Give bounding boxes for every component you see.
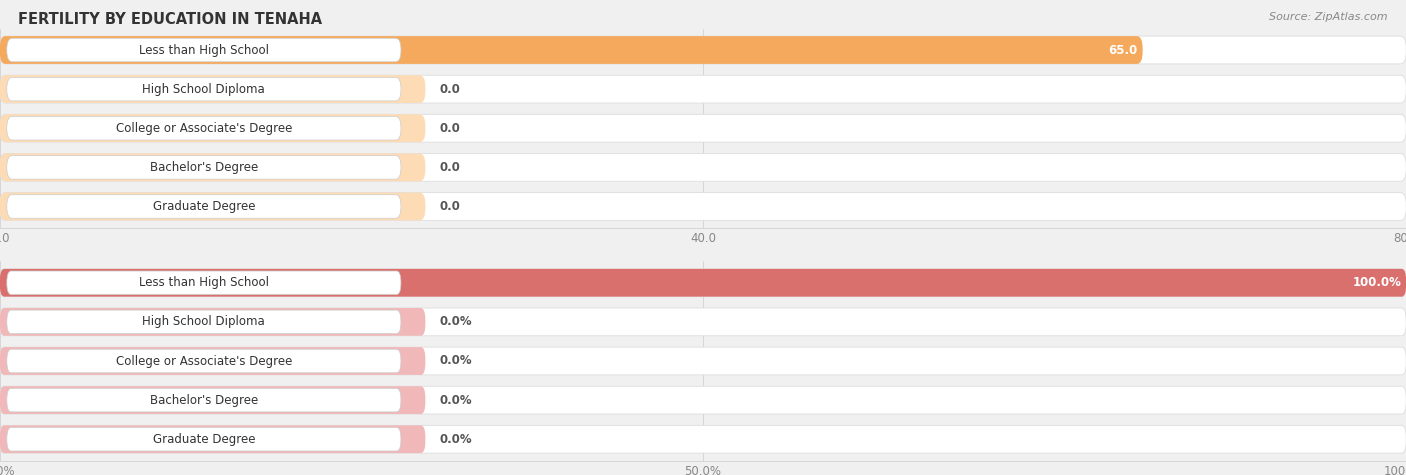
FancyBboxPatch shape xyxy=(0,75,1406,103)
FancyBboxPatch shape xyxy=(0,269,1406,297)
Text: College or Associate's Degree: College or Associate's Degree xyxy=(115,122,292,135)
FancyBboxPatch shape xyxy=(7,156,401,179)
FancyBboxPatch shape xyxy=(0,75,426,103)
FancyBboxPatch shape xyxy=(0,308,1406,336)
FancyBboxPatch shape xyxy=(0,386,426,414)
FancyBboxPatch shape xyxy=(7,310,401,333)
FancyBboxPatch shape xyxy=(0,153,426,181)
Text: Less than High School: Less than High School xyxy=(139,276,269,289)
Text: Bachelor's Degree: Bachelor's Degree xyxy=(150,394,257,407)
FancyBboxPatch shape xyxy=(0,36,1406,64)
Text: 65.0: 65.0 xyxy=(1108,44,1137,57)
FancyBboxPatch shape xyxy=(0,114,426,142)
Text: High School Diploma: High School Diploma xyxy=(142,83,266,95)
Text: 0.0%: 0.0% xyxy=(439,315,472,328)
FancyBboxPatch shape xyxy=(0,192,426,220)
Text: 100.0%: 100.0% xyxy=(1353,276,1402,289)
FancyBboxPatch shape xyxy=(0,192,1406,220)
Text: 0.0: 0.0 xyxy=(439,161,460,174)
FancyBboxPatch shape xyxy=(0,425,1406,453)
Text: Source: ZipAtlas.com: Source: ZipAtlas.com xyxy=(1270,12,1388,22)
FancyBboxPatch shape xyxy=(0,425,426,453)
Text: 0.0: 0.0 xyxy=(439,122,460,135)
FancyBboxPatch shape xyxy=(7,116,401,140)
FancyBboxPatch shape xyxy=(7,349,401,373)
Text: 0.0: 0.0 xyxy=(439,200,460,213)
FancyBboxPatch shape xyxy=(7,271,401,294)
FancyBboxPatch shape xyxy=(7,38,401,62)
FancyBboxPatch shape xyxy=(0,269,1406,297)
Text: Graduate Degree: Graduate Degree xyxy=(153,200,254,213)
Text: 0.0%: 0.0% xyxy=(439,354,472,368)
FancyBboxPatch shape xyxy=(7,77,401,101)
Text: College or Associate's Degree: College or Associate's Degree xyxy=(115,354,292,368)
Text: FERTILITY BY EDUCATION IN TENAHA: FERTILITY BY EDUCATION IN TENAHA xyxy=(18,12,322,27)
Text: Bachelor's Degree: Bachelor's Degree xyxy=(150,161,257,174)
FancyBboxPatch shape xyxy=(7,195,401,218)
FancyBboxPatch shape xyxy=(7,428,401,451)
Text: 0.0%: 0.0% xyxy=(439,433,472,446)
Text: High School Diploma: High School Diploma xyxy=(142,315,266,328)
FancyBboxPatch shape xyxy=(0,308,426,336)
Text: Less than High School: Less than High School xyxy=(139,44,269,57)
FancyBboxPatch shape xyxy=(0,347,1406,375)
FancyBboxPatch shape xyxy=(0,36,1143,64)
FancyBboxPatch shape xyxy=(0,386,1406,414)
Text: 0.0%: 0.0% xyxy=(439,394,472,407)
Text: 0.0: 0.0 xyxy=(439,83,460,95)
FancyBboxPatch shape xyxy=(0,153,1406,181)
FancyBboxPatch shape xyxy=(7,389,401,412)
FancyBboxPatch shape xyxy=(0,347,426,375)
Text: Graduate Degree: Graduate Degree xyxy=(153,433,254,446)
FancyBboxPatch shape xyxy=(0,114,1406,142)
